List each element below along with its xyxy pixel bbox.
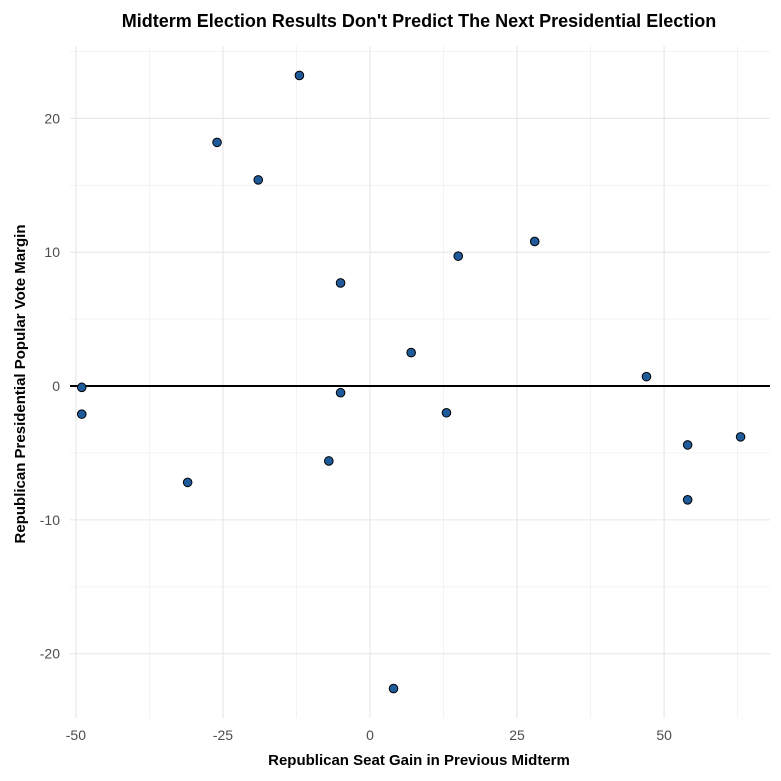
- data-point: [735, 432, 746, 442]
- x-tick-label: -50: [66, 727, 86, 743]
- data-point: [182, 477, 193, 488]
- x-axis-title: Republican Seat Gain in Previous Midterm: [268, 752, 570, 769]
- data-point: [324, 456, 334, 466]
- data-point: [529, 236, 540, 247]
- data-point: [76, 409, 87, 419]
- data-point: [76, 382, 87, 393]
- data-point: [253, 175, 264, 185]
- x-tick-label: -25: [213, 727, 233, 743]
- data-point: [388, 683, 399, 694]
- data-point: [682, 440, 693, 450]
- x-tick-labels: -50 -25 0 25 50: [66, 727, 672, 743]
- chart-title: Midterm Election Results Don't Predict T…: [122, 11, 716, 31]
- data-point: [294, 70, 305, 81]
- grid-layer: [70, 46, 770, 718]
- data-point: [212, 137, 222, 148]
- data-point: [453, 251, 464, 261]
- y-tick-label: 0: [52, 378, 60, 394]
- y-tick-label: -10: [40, 512, 60, 528]
- y-tick-label: 20: [44, 110, 60, 126]
- y-axis-title: Republican Presidential Popular Vote Mar…: [12, 225, 29, 544]
- y-tick-label: 10: [44, 244, 60, 260]
- data-point: [641, 371, 652, 382]
- data-point: [406, 347, 416, 358]
- y-tick-label: -20: [40, 646, 60, 662]
- data-point: [682, 495, 693, 505]
- x-tick-label: 0: [366, 727, 374, 743]
- data-point: [441, 407, 452, 418]
- x-tick-label: 50: [656, 727, 672, 743]
- x-tick-label: 25: [509, 727, 525, 743]
- data-point: [335, 278, 346, 288]
- points-layer: [76, 70, 746, 694]
- data-point: [335, 387, 346, 398]
- y-tick-labels: -20 -10 0 10 20: [40, 110, 60, 661]
